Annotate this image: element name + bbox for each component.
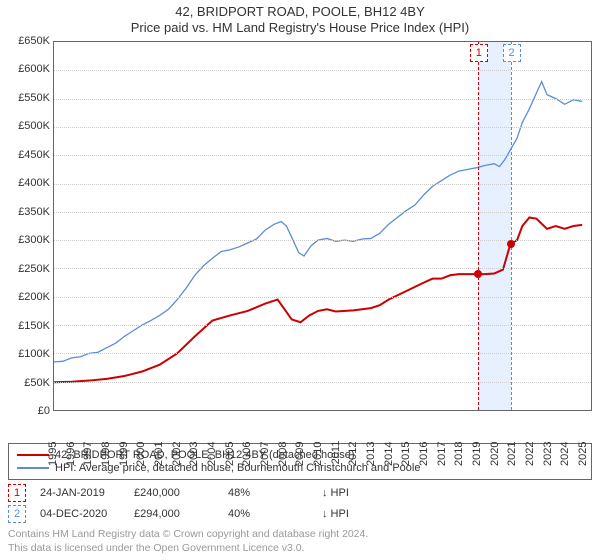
event-date: 04-DEC-2020 xyxy=(40,508,120,520)
y-tick-label: £150K xyxy=(18,320,50,332)
x-tick-label: 2011 xyxy=(330,441,342,465)
x-tick-label: 2016 xyxy=(418,441,430,465)
y-axis: £0£50K£100K£150K£200K£250K£300K£350K£400… xyxy=(8,41,53,411)
y-tick-label: £250K xyxy=(18,263,50,275)
x-tick-label: 2025 xyxy=(577,441,589,465)
price-chart: £0 £50K £100K £150K £200K £250K £300K £350K £400… xyxy=(8,41,592,441)
marker-line xyxy=(478,42,479,410)
x-tick-label: 2008 xyxy=(277,441,289,465)
subtitle: Price paid vs. HM Land Registry's House … xyxy=(8,20,592,35)
x-tick-label: 2004 xyxy=(206,441,218,465)
series-line xyxy=(54,82,582,362)
event-list: 1 24-JAN-2019 £240,000 48% ↓ HPI 2 04-DEC-2020… xyxy=(8,484,592,523)
event-marker: 2 xyxy=(8,505,26,523)
x-tick-label: 2012 xyxy=(347,441,359,465)
legend-swatch xyxy=(17,454,49,456)
event-row: 1 24-JAN-2019 £240,000 48% ↓ HPI xyxy=(8,484,592,502)
event-pct: 40% xyxy=(228,508,308,520)
y-tick-label: £450K xyxy=(18,149,50,161)
x-tick-label: 2013 xyxy=(365,441,377,465)
x-tick-label: 2000 xyxy=(135,441,147,465)
x-tick-label: 2017 xyxy=(436,441,448,465)
footer-line: Contains HM Land Registry data © Crown c… xyxy=(8,527,592,541)
event-note: ↓ HPI xyxy=(322,487,402,499)
marker-label: 2 xyxy=(503,44,521,62)
x-tick-label: 2007 xyxy=(259,441,271,465)
event-note: ↓ HPI xyxy=(322,508,402,520)
address-title: 42, BRIDPORT ROAD, POOLE, BH12 4BY xyxy=(8,4,592,19)
data-point xyxy=(507,240,515,248)
event-price: £240,000 xyxy=(134,487,214,499)
y-tick-label: £200K xyxy=(18,291,50,303)
event-date: 24-JAN-2019 xyxy=(40,487,120,499)
x-tick-label: 2015 xyxy=(400,441,412,465)
y-tick-label: £0 xyxy=(38,405,50,417)
footer-line: This data is licensed under the Open Gov… xyxy=(8,541,592,555)
y-tick-label: £550K xyxy=(18,92,50,104)
x-tick-label: 2020 xyxy=(489,441,501,465)
x-tick-label: 1995 xyxy=(47,441,59,465)
series-line xyxy=(54,218,582,383)
footer-note: Contains HM Land Registry data © Crown c… xyxy=(8,527,592,555)
y-tick-label: £650K xyxy=(18,35,50,47)
y-tick-label: £100K xyxy=(18,348,50,360)
x-tick-label: 2005 xyxy=(224,441,236,465)
y-tick-label: £50K xyxy=(24,377,50,389)
legend-swatch xyxy=(17,467,49,469)
x-tick-label: 2002 xyxy=(171,441,183,465)
x-tick-label: 2010 xyxy=(312,441,324,465)
x-tick-label: 1997 xyxy=(82,441,94,465)
x-tick-label: 2003 xyxy=(188,441,200,465)
y-tick-label: £400K xyxy=(18,177,50,189)
x-axis: 1995199619971998199920002001200220032004… xyxy=(53,411,592,441)
x-tick-label: 1998 xyxy=(100,441,112,465)
x-tick-label: 2009 xyxy=(294,441,306,465)
x-tick-label: 1996 xyxy=(65,441,77,465)
y-tick-label: £600K xyxy=(18,63,50,75)
y-tick-label: £300K xyxy=(18,234,50,246)
marker-label: 1 xyxy=(470,44,488,62)
x-tick-label: 2001 xyxy=(153,441,165,465)
x-tick-label: 2018 xyxy=(453,441,465,465)
event-pct: 48% xyxy=(228,487,308,499)
event-marker: 1 xyxy=(8,484,26,502)
event-row: 2 04-DEC-2020 £294,000 40% ↓ HPI xyxy=(8,505,592,523)
x-tick-label: 2023 xyxy=(542,441,554,465)
plot-area: 12 xyxy=(53,41,592,411)
x-tick-label: 2022 xyxy=(524,441,536,465)
x-tick-label: 2014 xyxy=(383,441,395,465)
data-point xyxy=(474,270,482,278)
x-tick-label: 2006 xyxy=(241,441,253,465)
x-tick-label: 2021 xyxy=(506,441,518,465)
x-tick-label: 1999 xyxy=(118,441,130,465)
event-price: £294,000 xyxy=(134,508,214,520)
x-tick-label: 2019 xyxy=(471,441,483,465)
y-tick-label: £350K xyxy=(18,206,50,218)
marker-line xyxy=(511,42,512,410)
y-tick-label: £500K xyxy=(18,120,50,132)
x-tick-label: 2024 xyxy=(559,441,571,465)
